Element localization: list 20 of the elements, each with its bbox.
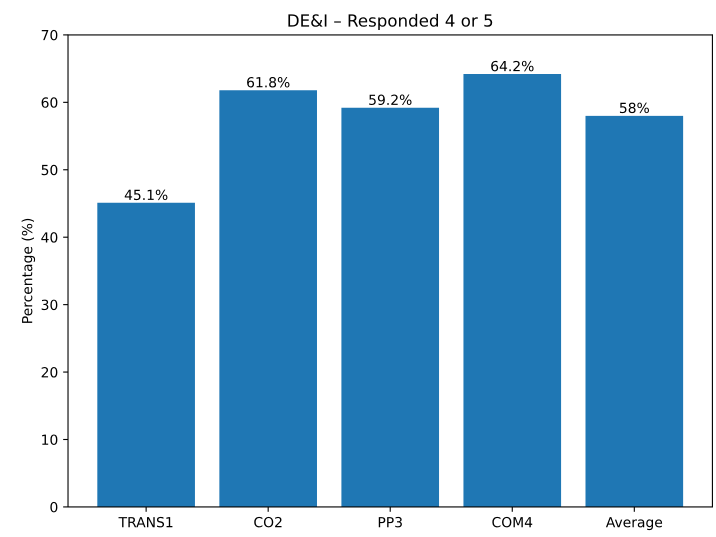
x-tick-label: COM4 bbox=[492, 516, 532, 528]
data-label: 59.2% bbox=[369, 94, 412, 106]
y-tick-label: 40 bbox=[41, 232, 58, 243]
y-tick-label: 70 bbox=[42, 30, 58, 40]
data-label: 61.8% bbox=[247, 77, 290, 88]
y-tick-label: 10 bbox=[42, 434, 58, 445]
y-tick-label: 0 bbox=[50, 502, 58, 512]
y-tick-label: 30 bbox=[42, 300, 58, 310]
y-axis-title: Percentage (%) bbox=[22, 218, 36, 323]
y-tick-label: 50 bbox=[42, 164, 58, 176]
data-label: 64.2% bbox=[491, 60, 534, 72]
data-label: 58% bbox=[620, 102, 649, 114]
x-tick-label: PP3 bbox=[378, 516, 402, 528]
data-label: 45.1% bbox=[124, 190, 168, 200]
x-tick-label: CO2 bbox=[254, 516, 282, 528]
x-tick-label: Average bbox=[606, 517, 662, 530]
y-tick-label: 20 bbox=[42, 367, 58, 378]
x-tick-label: TRANS1 bbox=[118, 516, 172, 528]
y-tick-label: 60 bbox=[42, 97, 58, 108]
chart-title: DE&I – Responded 4 or 5 bbox=[288, 14, 492, 30]
